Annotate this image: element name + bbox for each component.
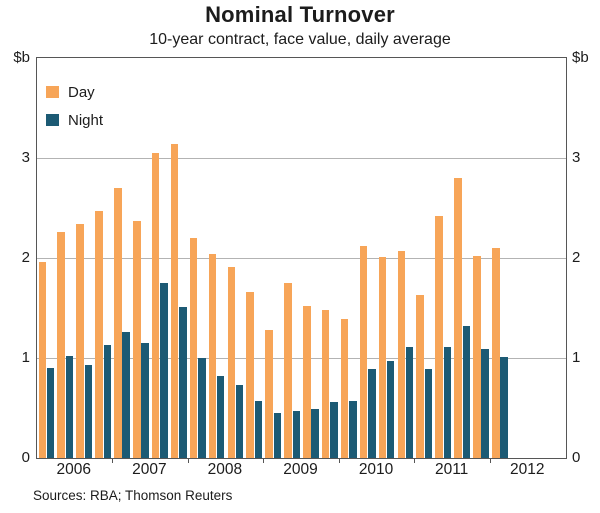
night-bar	[122, 332, 130, 458]
gridline	[37, 257, 566, 259]
day-bar	[246, 292, 254, 458]
day-bar	[95, 211, 103, 458]
day-bar	[303, 306, 311, 458]
night-bar	[311, 409, 319, 458]
night-bar	[349, 401, 357, 458]
night-bar	[103, 345, 112, 458]
gridline	[37, 357, 566, 359]
day-bar	[454, 178, 462, 458]
night-bar	[46, 368, 55, 458]
legend: Day Night	[46, 78, 103, 134]
night-bar	[405, 347, 414, 458]
y-axis-label-right: 0	[572, 449, 581, 466]
day-bar	[378, 257, 387, 458]
day-bar	[114, 188, 122, 458]
night-bar	[481, 349, 489, 458]
night-bar	[462, 326, 471, 458]
y-axis-label-right: 1	[572, 349, 581, 366]
chart-title: Nominal Turnover	[205, 2, 395, 27]
night-bar	[386, 361, 395, 458]
y-axis-label-left: 3	[21, 149, 30, 166]
day-bar	[265, 330, 273, 458]
day-bar	[189, 238, 198, 458]
x-axis-label: 2007	[132, 461, 167, 478]
day-swatch-icon	[46, 86, 59, 98]
legend-item-night: Night	[46, 106, 103, 134]
night-bar	[273, 413, 282, 458]
night-bar	[443, 347, 452, 458]
day-bar	[76, 224, 84, 458]
y-axis-unit-right: $b	[572, 49, 589, 66]
night-bar	[235, 385, 244, 458]
night-bar	[198, 358, 206, 458]
night-bar	[216, 376, 225, 458]
y-axis-label-left: 1	[21, 349, 30, 366]
day-bar	[492, 248, 500, 458]
y-axis-unit-left: $b	[13, 49, 30, 66]
source-note: Sources: RBA; Thomson Reuters	[33, 488, 233, 503]
day-bar	[38, 262, 47, 458]
x-axis-tick	[112, 458, 114, 463]
legend-label-day: Day	[68, 83, 95, 101]
day-bar	[340, 319, 349, 458]
night-bar	[141, 343, 149, 458]
x-axis-label: 2006	[56, 461, 92, 478]
day-bar	[208, 254, 217, 458]
plot-area: Day Night	[36, 57, 567, 463]
x-axis-tick	[338, 458, 340, 463]
night-bar	[330, 402, 338, 458]
y-axis-label-left: 2	[21, 249, 30, 266]
x-axis-tick	[414, 458, 416, 463]
day-bar	[321, 310, 330, 458]
day-bar	[151, 153, 160, 458]
y-axis-label-left: 0	[21, 449, 30, 466]
day-bar	[170, 144, 179, 458]
day-bar	[435, 216, 443, 458]
day-bar	[416, 295, 424, 458]
night-bar	[292, 411, 300, 458]
x-axis-label: 2010	[358, 461, 394, 478]
day-bar	[397, 251, 406, 458]
x-axis-label: 2008	[207, 461, 243, 478]
x-axis-label: 2012	[509, 461, 545, 478]
x-axis-tick	[263, 458, 265, 463]
legend-label-night: Night	[68, 111, 104, 129]
day-bar	[473, 256, 481, 458]
night-bar	[179, 307, 187, 458]
x-axis-tick	[187, 458, 189, 463]
x-axis-label: 2011	[434, 461, 469, 478]
night-bar	[65, 356, 74, 458]
day-bar	[227, 267, 236, 458]
night-bar	[368, 369, 376, 458]
day-bar	[284, 283, 292, 458]
day-bar	[133, 221, 141, 458]
x-axis-tick	[489, 458, 491, 463]
night-bar	[84, 365, 93, 458]
night-bar	[500, 357, 508, 458]
legend-item-day: Day	[46, 78, 103, 106]
night-bar	[424, 369, 433, 458]
chart-subtitle: 10-year contract, face value, daily aver…	[149, 31, 451, 48]
night-swatch-icon	[46, 114, 59, 126]
night-bar	[254, 401, 263, 458]
y-axis-label-right: 3	[572, 149, 581, 166]
day-bar	[57, 232, 65, 458]
x-axis-label: 2009	[283, 461, 318, 478]
gridline	[37, 157, 566, 159]
night-bar	[160, 283, 168, 458]
day-bar	[359, 246, 368, 458]
y-axis-label-right: 2	[572, 249, 581, 266]
